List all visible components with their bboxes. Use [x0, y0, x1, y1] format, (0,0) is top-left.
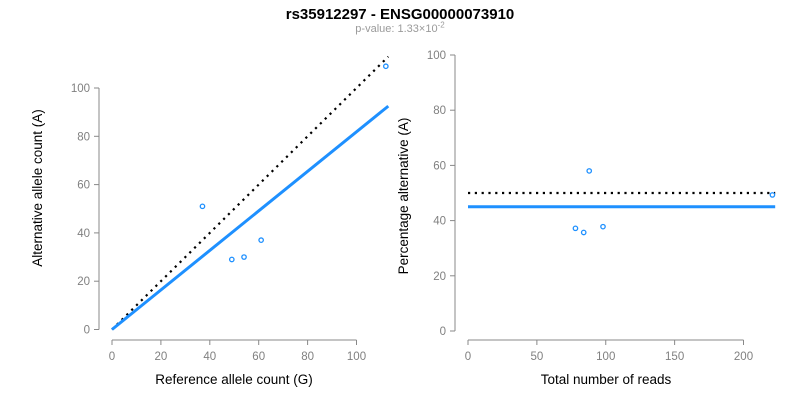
plot-title: rs35912297 - ENSG00000073910 [285, 6, 515, 23]
y-tick-label: 80 [433, 105, 446, 117]
x-tick-label: 100 [596, 351, 615, 363]
data-point [228, 256, 235, 263]
x-tick-label: 20 [155, 351, 168, 363]
data-point [580, 229, 587, 236]
x-axis-title: Total number of reads [541, 372, 672, 387]
fitted-proportion-line [111, 104, 390, 331]
data-point [199, 203, 206, 210]
data-point [586, 168, 593, 174]
expected-identity-line [111, 55, 390, 331]
left-plot: 0 20 40 60 80 100 0 20 40 60 80 100 Reference allele… [30, 55, 390, 387]
y-axis-title: Percentage alternative (A) [396, 118, 411, 275]
x-tick-label: 50 [530, 351, 543, 363]
data-point [572, 225, 579, 232]
data-point [769, 192, 776, 198]
x-tick-label: 40 [203, 351, 216, 363]
right-plot: 0 50 100 150 200 0 20 40 60 80 100 Total number of … [396, 50, 776, 387]
y-tick-label: 20 [77, 276, 90, 288]
pvalue-text: p-value: 1.33×10 [355, 23, 438, 35]
x-axis-title: Reference allele count (G) [155, 372, 313, 387]
y-tick-label: 0 [440, 326, 446, 338]
pvalue-exponent: -2 [437, 20, 445, 30]
x-tick-label: 60 [252, 351, 265, 363]
x-tick-label: 0 [109, 351, 115, 363]
y-axis-title: Alternative allele count (A) [30, 109, 45, 267]
plot-subtitle: p-value: 1.33×10-2 [0, 20, 800, 35]
y-tick-label: 0 [84, 325, 90, 337]
data-point [382, 63, 389, 70]
y-tick-label: 40 [433, 216, 446, 228]
x-tick-label: 150 [665, 351, 684, 363]
x-tick-label: 0 [465, 351, 471, 363]
y-tick-label: 40 [77, 228, 90, 240]
y-tick-label: 60 [433, 160, 446, 172]
data-point [258, 237, 264, 243]
y-tick-label: 60 [77, 180, 90, 192]
y-tick-label: 80 [77, 131, 90, 143]
x-tick-label: 100 [347, 351, 366, 363]
data-point [241, 254, 247, 260]
y-tick-label: 20 [433, 271, 446, 283]
y-tick-label: 100 [71, 83, 90, 95]
x-tick-label: 80 [301, 351, 314, 363]
x-tick-label: 200 [734, 351, 753, 363]
data-point [600, 223, 606, 230]
y-tick-label: 100 [427, 50, 446, 62]
